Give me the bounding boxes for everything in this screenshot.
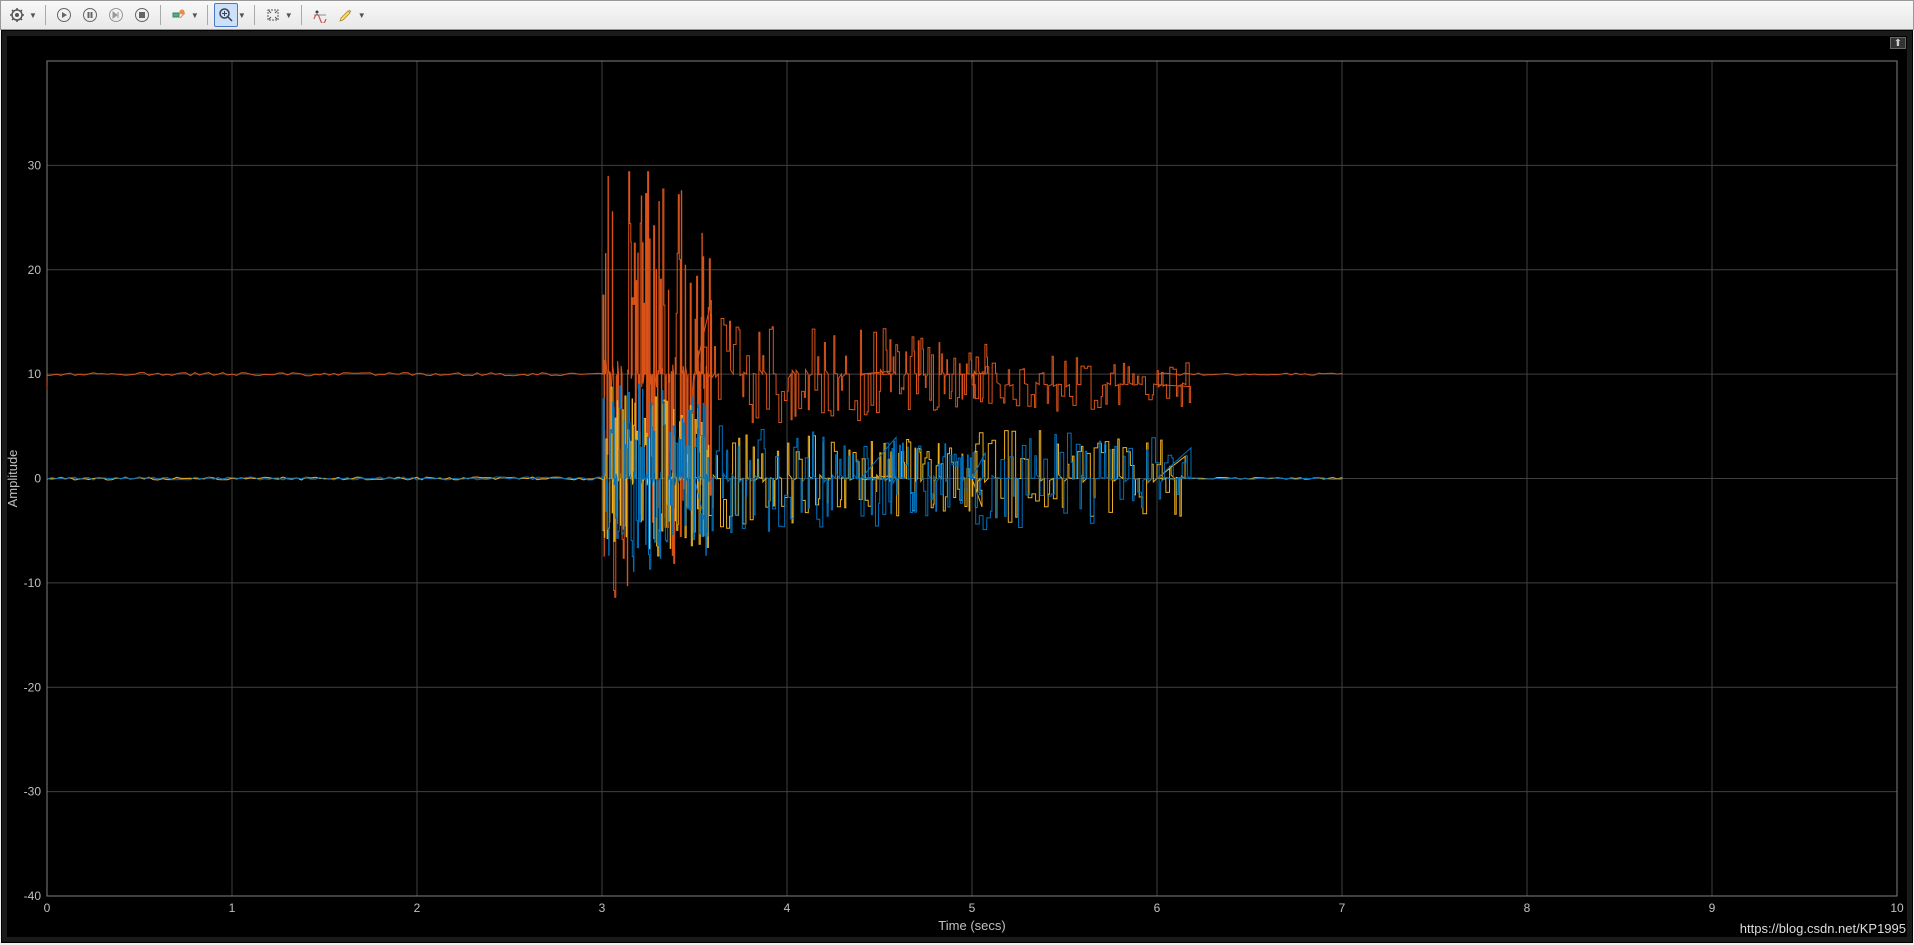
svg-text:3: 3 xyxy=(599,901,606,915)
svg-text:10: 10 xyxy=(28,367,42,381)
toolbar: ▼ ▼ ▼ ▼ ▼ xyxy=(0,0,1914,30)
stop-icon[interactable] xyxy=(130,3,154,27)
separator xyxy=(301,5,302,25)
signal-lines xyxy=(47,172,1342,598)
svg-text:10: 10 xyxy=(1890,901,1904,915)
step-forward-icon[interactable] xyxy=(104,3,128,27)
dropdown-arrow-icon[interactable]: ▼ xyxy=(29,11,37,20)
measurements-icon[interactable] xyxy=(308,3,332,27)
svg-text:-10: -10 xyxy=(24,576,42,590)
scope-chart[interactable]: 0 1 2 3 4 5 6 7 8 9 10 -40 -30 -20 -10 0 10 20 30 Time (se… xyxy=(2,31,1912,942)
scope-plot-area: 0 1 2 3 4 5 6 7 8 9 10 -40 -30 -20 -10 0 10 20 30 Time (se… xyxy=(1,30,1913,943)
svg-text:-20: -20 xyxy=(24,680,42,694)
svg-text:-30: -30 xyxy=(24,785,42,799)
run-icon[interactable] xyxy=(52,3,76,27)
svg-text:-40: -40 xyxy=(24,889,42,903)
x-axis-label: Time (secs) xyxy=(938,918,1005,933)
separator xyxy=(160,5,161,25)
separator xyxy=(45,5,46,25)
separator xyxy=(207,5,208,25)
svg-text:6: 6 xyxy=(1154,901,1161,915)
dropdown-arrow-icon[interactable]: ▼ xyxy=(191,11,199,20)
zoom-icon[interactable] xyxy=(214,3,238,27)
svg-text:7: 7 xyxy=(1339,901,1346,915)
svg-text:2: 2 xyxy=(414,901,421,915)
svg-text:5: 5 xyxy=(969,901,976,915)
svg-text:1: 1 xyxy=(229,901,236,915)
autoscale-icon[interactable] xyxy=(261,3,285,27)
separator xyxy=(254,5,255,25)
dropdown-arrow-icon[interactable]: ▼ xyxy=(238,11,246,20)
dropdown-arrow-icon[interactable]: ▼ xyxy=(285,11,293,20)
svg-text:8: 8 xyxy=(1524,901,1531,915)
settings-gear-icon[interactable] xyxy=(5,3,29,27)
svg-text:30: 30 xyxy=(28,158,42,172)
svg-text:9: 9 xyxy=(1709,901,1716,915)
svg-text:0: 0 xyxy=(34,472,41,486)
y-axis-label: Amplitude xyxy=(5,450,20,508)
svg-text:0: 0 xyxy=(44,901,51,915)
pause-icon[interactable] xyxy=(78,3,102,27)
dropdown-arrow-icon[interactable]: ▼ xyxy=(358,11,366,20)
watermark-text: https://blog.csdn.net/KP1995 xyxy=(1740,921,1906,936)
expand-panel-icon[interactable]: ⬆ xyxy=(1890,37,1906,49)
svg-text:4: 4 xyxy=(784,901,791,915)
trigger-icon[interactable] xyxy=(167,3,191,27)
tick-labels: 0 1 2 3 4 5 6 7 8 9 10 -40 -30 -20 -10 0 10 20 30 xyxy=(24,158,1904,915)
highlight-icon[interactable] xyxy=(334,3,358,27)
svg-text:20: 20 xyxy=(28,263,42,277)
